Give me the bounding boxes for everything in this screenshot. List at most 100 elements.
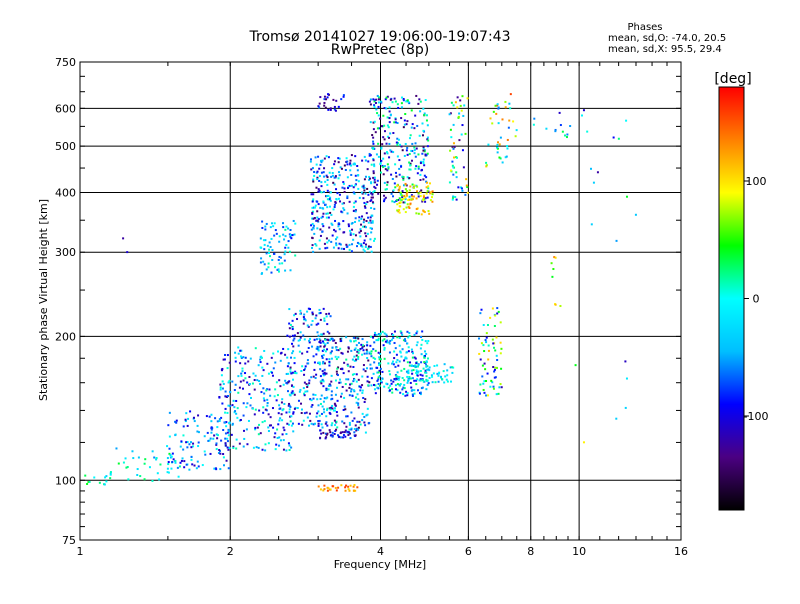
data-point xyxy=(349,437,352,440)
data-point xyxy=(224,437,227,440)
data-point xyxy=(223,358,226,361)
data-point xyxy=(277,423,280,426)
data-point xyxy=(357,352,360,355)
data-point xyxy=(216,426,219,429)
data-point xyxy=(446,380,449,383)
data-point xyxy=(319,159,322,162)
data-point xyxy=(273,436,276,439)
data-point xyxy=(324,437,327,440)
data-point xyxy=(446,374,449,377)
data-point xyxy=(391,177,394,180)
data-point xyxy=(504,156,507,159)
data-point xyxy=(349,339,352,342)
data-point xyxy=(226,431,229,434)
data-point xyxy=(282,222,285,225)
data-point xyxy=(422,196,425,199)
data-point xyxy=(394,163,397,166)
y-tick-label: 300 xyxy=(55,246,76,259)
data-point xyxy=(355,429,358,432)
data-point xyxy=(298,390,301,393)
data-point xyxy=(329,407,332,410)
data-point xyxy=(219,452,222,455)
data-point xyxy=(325,338,328,341)
data-point xyxy=(391,362,394,365)
data-point xyxy=(394,121,397,124)
data-point xyxy=(311,237,314,240)
data-point xyxy=(228,361,231,364)
data-point xyxy=(319,318,322,321)
data-point xyxy=(300,402,303,405)
data-point xyxy=(401,196,404,199)
data-point xyxy=(354,174,357,177)
data-point xyxy=(358,420,361,423)
data-point xyxy=(224,442,227,445)
data-point xyxy=(419,391,422,394)
data-point xyxy=(329,196,332,199)
data-point xyxy=(309,419,312,422)
data-point xyxy=(388,110,391,113)
data-point xyxy=(462,166,465,169)
data-point xyxy=(210,420,213,423)
data-point xyxy=(373,176,376,179)
data-point xyxy=(366,380,369,383)
data-point xyxy=(334,219,337,222)
data-point xyxy=(354,210,357,213)
data-point xyxy=(429,199,432,202)
data-point xyxy=(328,226,331,229)
data-point xyxy=(283,402,286,405)
data-point xyxy=(396,389,399,392)
data-point xyxy=(281,419,284,422)
data-point xyxy=(514,135,517,138)
data-point xyxy=(186,424,189,427)
data-point xyxy=(358,231,361,234)
data-point xyxy=(421,122,424,125)
data-point xyxy=(290,372,293,375)
data-point xyxy=(197,465,200,468)
data-point xyxy=(167,461,170,464)
data-point xyxy=(348,423,351,426)
data-point xyxy=(303,381,306,384)
data-point xyxy=(326,348,329,351)
data-point xyxy=(109,471,112,474)
x-tick-label: 4 xyxy=(377,545,384,558)
data-point xyxy=(388,351,391,354)
data-point xyxy=(323,104,326,107)
data-point xyxy=(333,206,336,209)
data-point xyxy=(205,415,208,418)
data-point xyxy=(351,228,354,231)
data-point xyxy=(311,222,314,225)
data-point xyxy=(345,484,348,487)
data-point xyxy=(262,260,265,263)
data-point xyxy=(402,176,405,179)
data-point xyxy=(426,342,429,345)
data-point xyxy=(263,248,266,251)
data-point xyxy=(352,238,355,241)
data-point xyxy=(288,335,291,338)
data-point xyxy=(303,369,306,372)
data-point xyxy=(356,169,359,172)
data-point xyxy=(311,311,314,314)
data-point xyxy=(311,319,314,322)
data-point xyxy=(185,463,188,466)
data-point xyxy=(415,344,418,347)
data-point xyxy=(322,207,325,210)
data-point xyxy=(221,380,224,383)
data-point xyxy=(370,377,373,380)
data-point xyxy=(480,308,483,311)
data-point xyxy=(499,136,502,139)
data-point xyxy=(327,239,330,242)
data-point xyxy=(348,489,351,492)
data-point xyxy=(427,185,430,188)
data-point xyxy=(316,398,319,401)
data-point xyxy=(406,342,409,345)
data-point xyxy=(450,136,453,139)
data-point xyxy=(419,195,422,198)
data-point xyxy=(322,408,325,411)
data-point xyxy=(416,172,419,175)
data-point xyxy=(339,367,342,370)
data-point xyxy=(485,380,488,383)
data-point xyxy=(260,272,263,275)
data-point xyxy=(109,477,112,480)
data-point xyxy=(235,447,238,450)
data-point xyxy=(351,373,354,376)
